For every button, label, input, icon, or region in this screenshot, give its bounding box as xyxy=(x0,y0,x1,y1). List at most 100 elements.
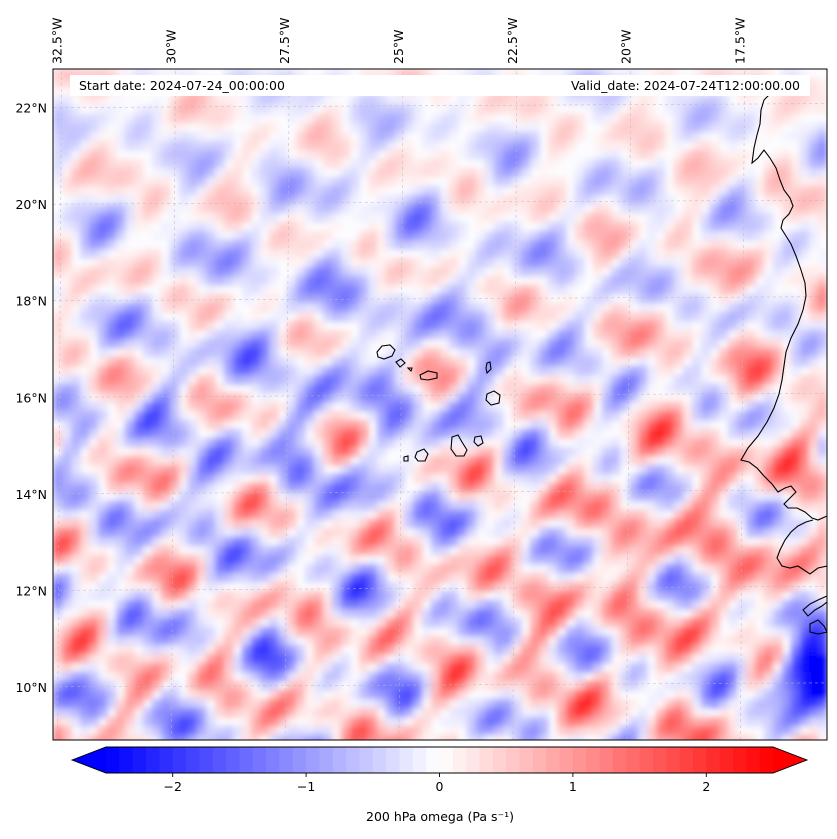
colorbar-tick: −1 xyxy=(297,773,315,794)
date-label-background xyxy=(70,75,810,96)
colorbar-segment xyxy=(652,747,667,773)
colorbar-segment xyxy=(106,747,120,773)
colorbar-segment xyxy=(586,747,601,773)
colorbar-segment xyxy=(612,747,627,773)
colorbar-segment xyxy=(199,747,214,773)
colorbar-segment xyxy=(266,747,280,773)
lon-label: 32.5°W xyxy=(50,18,65,64)
colorbar-segment xyxy=(679,747,694,773)
colorbar-extend-low xyxy=(72,747,106,773)
colorbar-segment xyxy=(599,747,614,773)
island-brava xyxy=(403,455,409,462)
colorbar-segment xyxy=(546,747,561,773)
colorbar-segment xyxy=(572,747,587,773)
colorbar-segment xyxy=(532,747,547,773)
colorbar-segment xyxy=(372,747,387,773)
colorbar-segment xyxy=(319,747,334,773)
island-fogo xyxy=(414,448,429,462)
meridian-gridline xyxy=(398,69,404,740)
colorbar-segment xyxy=(239,747,254,773)
lat-label: 22°N xyxy=(15,101,47,116)
meridian-gridline xyxy=(284,69,290,740)
colorbar-segment xyxy=(719,747,734,773)
colorbar-segment xyxy=(252,747,267,773)
colorbar-tick: 2 xyxy=(702,773,710,794)
colorbar-tick-label: 0 xyxy=(436,779,444,794)
valid-date-label: Valid_date: 2024-07-24T12:00:00.00 xyxy=(571,78,800,93)
meridian-gridline xyxy=(171,69,176,740)
colorbar-tick-label: −1 xyxy=(297,779,315,794)
colorbar-segment xyxy=(146,747,160,773)
colorbar-tick-label: 1 xyxy=(569,779,577,794)
lon-label: 17.5°W xyxy=(732,18,747,64)
start-date-label: Start date: 2024-07-24_00:00:00 xyxy=(79,78,285,93)
meridian-gridline xyxy=(626,69,631,740)
colorbar-segment xyxy=(412,747,427,773)
colorbar-segment xyxy=(452,747,467,773)
colorbar-segment xyxy=(506,747,521,773)
colorbar-segment xyxy=(172,747,187,773)
lat-label: 10°N xyxy=(15,680,47,695)
colorbar-segment xyxy=(346,747,360,773)
lat-label: 16°N xyxy=(15,390,47,405)
colorbar-segment xyxy=(439,747,454,773)
meridian-gridline xyxy=(57,69,62,740)
lat-label: 20°N xyxy=(15,197,47,212)
colorbar-segment xyxy=(132,747,147,773)
colorbar-segment xyxy=(479,747,494,773)
latitude-labels: 22°N 20°N 18°N 16°N 14°N 12°N 10°N xyxy=(15,101,47,695)
island-sao-nicolau xyxy=(406,367,438,381)
colorbar-tick: 0 xyxy=(436,773,444,794)
colorbar-segment xyxy=(292,747,307,773)
colorbar-tick-label: 2 xyxy=(702,779,710,794)
colorbar: −2 −1 0 1 2 200 hPa omega (Pa s⁻¹) xyxy=(70,746,809,824)
colorbar-segment xyxy=(332,747,347,773)
africa-coastline xyxy=(740,94,827,635)
lon-label: 25°W xyxy=(391,29,406,64)
colorbar-segment xyxy=(159,747,174,773)
colorbar-segment xyxy=(639,747,654,773)
colorbar-segment xyxy=(746,747,761,773)
island-boa-vista xyxy=(485,390,501,406)
meridian-gridline xyxy=(740,69,745,740)
colorbar-segment xyxy=(119,747,134,773)
island-sal xyxy=(485,361,492,375)
colorbar-tick: 1 xyxy=(569,773,577,794)
map-frame xyxy=(52,68,828,741)
lat-label: 18°N xyxy=(15,294,47,309)
omega-field xyxy=(53,69,827,740)
island-maio xyxy=(473,435,484,447)
colorbar-segments xyxy=(72,747,807,773)
colorbar-extend-high xyxy=(773,747,807,773)
colorbar-segment xyxy=(386,747,400,773)
lon-label: 30°W xyxy=(163,29,178,64)
colorbar-segment xyxy=(186,747,200,773)
meridian-gridline xyxy=(512,69,518,740)
colorbar-segment xyxy=(492,747,507,773)
lat-label: 12°N xyxy=(15,583,47,598)
colorbar-segment xyxy=(706,747,721,773)
colorbar-label: 200 hPa omega (Pa s⁻¹) xyxy=(366,809,514,824)
colorbar-segment xyxy=(692,747,707,773)
colorbar-segment xyxy=(759,747,774,773)
colorbar-segment xyxy=(226,747,240,773)
colorbar-segment xyxy=(666,747,681,773)
island-sao-vicente xyxy=(395,358,406,368)
island-santo-antao xyxy=(376,344,396,360)
graticule xyxy=(53,69,827,740)
colorbar-segment xyxy=(626,747,641,773)
colorbar-segment xyxy=(212,747,227,773)
colorbar-segment xyxy=(426,747,440,773)
lon-label: 27.5°W xyxy=(277,18,292,64)
colorbar-ticks: −2 −1 0 1 2 xyxy=(163,773,710,794)
lon-label: 22.5°W xyxy=(505,18,520,64)
lon-label: 20°W xyxy=(619,29,634,64)
colorbar-tick: −2 xyxy=(163,773,182,794)
colorbar-segment xyxy=(732,747,747,773)
colorbar-outline xyxy=(70,746,809,774)
colorbar-segment xyxy=(466,747,481,773)
longitude-labels: 32.5°W 30°W 27.5°W 25°W 22.5°W 20°W 17.5… xyxy=(50,18,748,64)
colorbar-segment xyxy=(306,747,320,773)
coastlines xyxy=(376,94,827,635)
